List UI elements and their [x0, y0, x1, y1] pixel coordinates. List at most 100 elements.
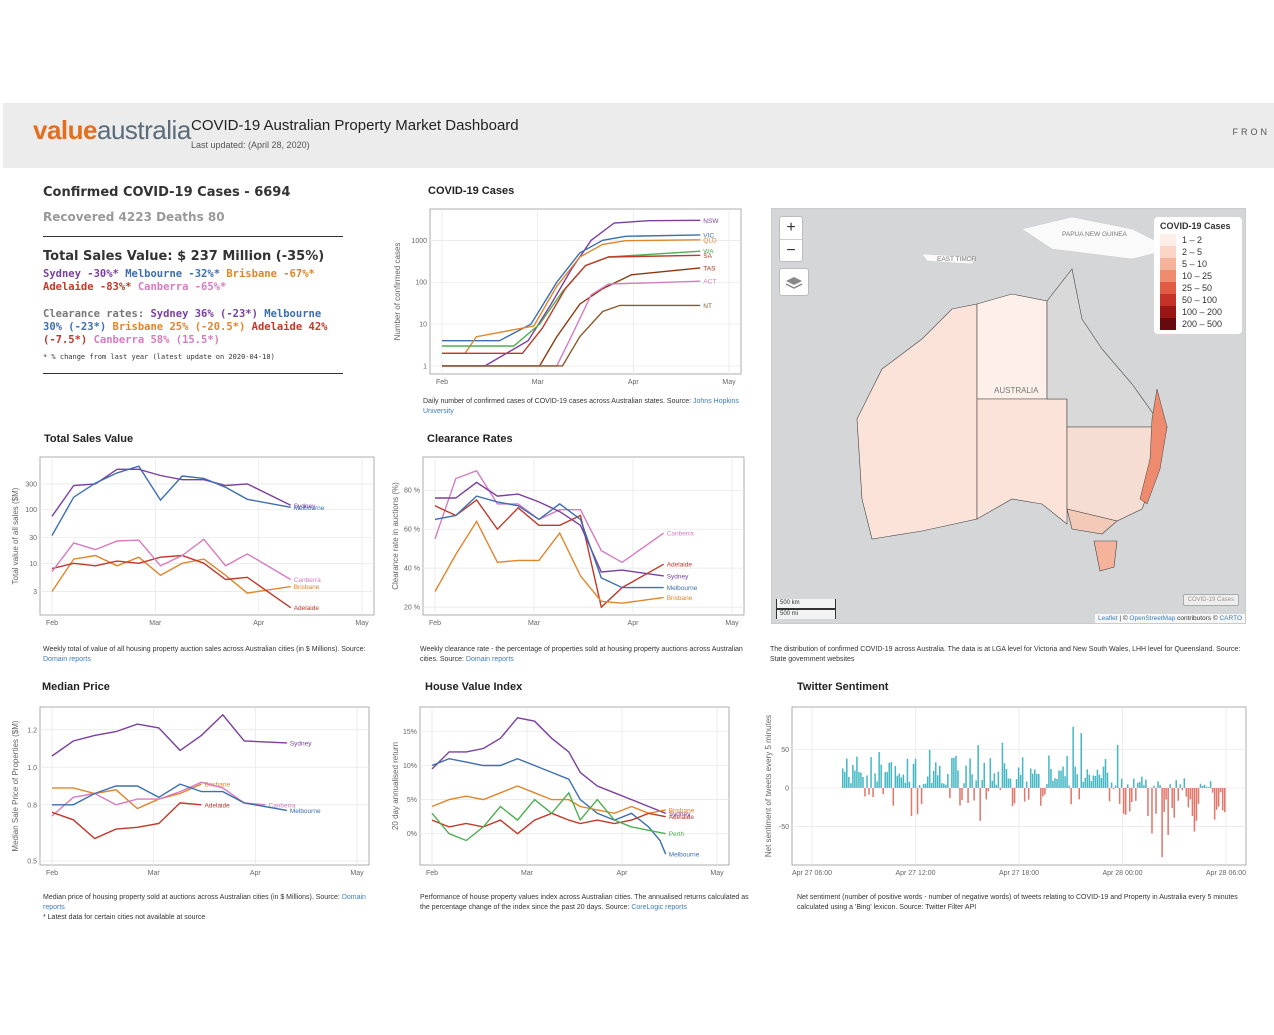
sentiment-bar	[1100, 777, 1103, 788]
confirmed-cases: Confirmed COVID-19 Cases - 6694	[43, 185, 291, 200]
series-line-nt[interactable]	[442, 304, 701, 367]
series-line-melbourne[interactable]	[51, 465, 291, 536]
sentiment-bar	[1183, 778, 1186, 788]
series-line-adelaide[interactable]	[434, 499, 665, 609]
plot-sales-svg[interactable]: 3 10 30 100 300 Feb Mar Apr May Total value of al…	[8, 453, 378, 631]
sentiment-bar	[898, 773, 901, 788]
plot-median-svg[interactable]: 0.5 0.8 1.0 1.2 Feb Mar Apr May Median Sale Pric…	[8, 703, 373, 881]
legend-label: 25 – 50	[1182, 283, 1213, 293]
map-canvas[interactable]	[772, 209, 1246, 624]
sentiment-bar	[1040, 787, 1042, 806]
sentiment-bar	[878, 752, 880, 788]
y-tick-label: 30	[29, 535, 37, 542]
series-line-brisbane[interactable]	[51, 554, 291, 594]
zoom-out-button[interactable]: −	[780, 239, 802, 261]
series-line-sa[interactable]	[442, 254, 701, 354]
sentiment-bar	[1161, 787, 1163, 858]
sentiment-bar	[1021, 757, 1024, 788]
layers-icon[interactable]	[779, 268, 809, 296]
sentiment-bar	[949, 787, 951, 799]
series-line-sydney[interactable]	[435, 481, 664, 577]
series-line-vic[interactable]	[442, 234, 701, 342]
carto-link[interactable]: CARTO	[1219, 615, 1242, 622]
sentiment-bar	[1159, 784, 1161, 788]
series-line-adelaide[interactable]	[51, 554, 292, 609]
sentiment-bar	[1031, 773, 1034, 788]
sentiment-bar	[882, 787, 884, 795]
y-tick-label: 3	[33, 589, 37, 596]
series-line-qld[interactable]	[442, 239, 701, 354]
source-link[interactable]: CoreLogic reports	[631, 904, 687, 911]
y-axis-label: 20 day annualised return	[391, 742, 400, 830]
plot-clearance-svg[interactable]: 20 % 40 % 60 % 80 % Feb Mar Apr May Clearance ra…	[388, 453, 748, 631]
leaflet-link[interactable]: Leaflet	[1097, 615, 1118, 622]
sentiment-bar	[890, 762, 893, 788]
south-australia	[976, 398, 1068, 525]
total-sales-chart[interactable]: 3 10 30 100 300 Feb Mar Apr May Total value of al…	[8, 453, 378, 631]
source-link[interactable]: Johns Hopkins University	[423, 398, 739, 415]
osm-link[interactable]: OpenStreetMap	[1129, 615, 1176, 622]
sentiment-bar	[854, 770, 856, 788]
series-line-sydney[interactable]	[51, 713, 287, 757]
map-scale: 500 km 500 mi	[776, 599, 836, 619]
legend-item: 5 – 10	[1160, 258, 1236, 270]
twitter-svg[interactable]: -50 0 50 Apr 27 06:00 Apr 27 12:00 Apr 27 18:…	[762, 703, 1250, 881]
front-link[interactable]: FRON	[1232, 127, 1270, 137]
layer-toggle-button[interactable]: COVID-19 Cases	[1182, 594, 1239, 606]
series-label: Melbourne	[294, 505, 325, 512]
sentiment-bar	[1114, 785, 1117, 788]
sentiment-bar	[1046, 784, 1048, 788]
sentiment-bar	[1009, 778, 1012, 788]
series-label: Adelaide	[667, 562, 693, 569]
legend-label: 50 – 100	[1182, 295, 1218, 305]
sentiment-bar	[1108, 787, 1111, 802]
series-line-sydney[interactable]	[51, 468, 292, 517]
median-price-chart[interactable]: 0.5 0.8 1.0 1.2 Feb Mar Apr May Median Sale Pric…	[8, 703, 373, 881]
zoom-in-button[interactable]: +	[786, 219, 796, 236]
legend-item: 10 – 25	[1160, 270, 1236, 282]
series-line-canberra[interactable]	[51, 781, 266, 817]
map-attribution: Leaflet | © OpenStreetMap contributors ©…	[1094, 614, 1245, 623]
series-line-melbourne[interactable]	[434, 495, 664, 589]
source-link[interactable]: Domain reports	[465, 656, 514, 663]
city-stat: Brisbane 25% (-20.5*)	[112, 321, 252, 333]
legend-swatch	[1160, 282, 1176, 294]
logo[interactable]: valueaustralia	[33, 115, 191, 146]
series-line-melbourne[interactable]	[52, 783, 288, 812]
series-line-brisbane[interactable]	[434, 519, 664, 604]
series-label: Brisbane	[204, 782, 230, 789]
sentiment-bar	[934, 762, 937, 788]
legend-swatch	[1160, 294, 1176, 306]
source-link[interactable]: Domain reports	[43, 656, 91, 663]
series-line-brisbane[interactable]	[431, 785, 666, 815]
source-link[interactable]: Domain reports	[43, 894, 366, 911]
series-line-sydney[interactable]	[431, 717, 666, 814]
sentiment-bar	[1201, 786, 1204, 788]
series-line-canberra[interactable]	[51, 538, 292, 581]
sentiment-bar	[1090, 781, 1093, 788]
series-label: Sydney	[667, 573, 689, 580]
series-label: Adelaide	[669, 814, 695, 821]
series-line-melbourne[interactable]	[431, 757, 667, 855]
covid-cases-chart[interactable]: 1 10 100 1000 Feb Mar Apr May Number of confirme…	[390, 205, 745, 390]
covid-map[interactable]: PAPUA NEW GUINEA EAST TIMOR AUSTRALIA + …	[771, 208, 1246, 624]
x-tick-label: Apr	[253, 620, 265, 627]
series-line-brisbane[interactable]	[52, 783, 202, 810]
plot-hvi-svg[interactable]: 0% 5% 10% 15% Feb Mar Apr May 20 day annualised …	[388, 703, 733, 881]
clearance-prefix: Clearance rates:	[43, 308, 151, 320]
series-label: Canberra	[269, 802, 296, 809]
sentiment-bar	[932, 770, 935, 788]
series-line-nsw[interactable]	[442, 219, 701, 367]
hvi-caption: Performance of house property values ind…	[420, 893, 750, 913]
sentiment-bar	[1173, 787, 1175, 818]
y-tick-label: 20 %	[404, 605, 420, 612]
clearance-chart[interactable]: 20 % 40 % 60 % 80 % Feb Mar Apr May Clearance ra…	[388, 453, 748, 631]
sentiment-bar	[1036, 773, 1038, 788]
twitter-chart[interactable]: -50 0 50 Apr 27 06:00 Apr 27 12:00 Apr 27 18:…	[762, 703, 1250, 881]
plot-covid-svg[interactable]: 1 10 100 1000 Feb Mar Apr May Number of confirme…	[390, 205, 745, 390]
city-stat: Sydney 36% (-23*)	[150, 308, 265, 320]
series-line-perth[interactable]	[431, 791, 666, 842]
sentiment-bar	[1137, 782, 1139, 788]
series-line-adelaide[interactable]	[51, 802, 202, 840]
hvi-chart[interactable]: 0% 5% 10% 15% Feb Mar Apr May 20 day annualised …	[388, 703, 733, 881]
